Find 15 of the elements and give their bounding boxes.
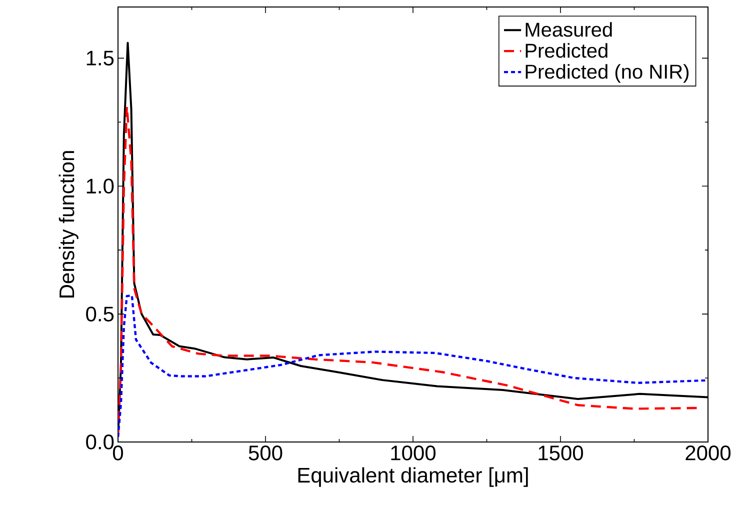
x-tick-label: 500 [248,446,282,460]
y-axis-title: Density function [58,151,78,298]
x-tick-label: 1000 [391,446,436,460]
legend-label: Predicted [526,43,608,58]
line-series [118,294,708,438]
legend-label: Predicted (no NIR) [526,64,689,83]
x-tick-label: 0 [112,446,124,460]
x-tick-label: 1500 [538,446,584,460]
y-tick-label: 1.5 [86,50,114,66]
x-axis-title: Equivalent diameter [μm] [298,467,528,487]
legend-label: Measured [526,22,612,37]
x-tick-label: 2000 [686,446,731,460]
y-tick-label: 0.0 [86,434,114,450]
y-tick-label: 1.0 [86,178,114,194]
y-tick-label: 0.5 [86,306,114,322]
